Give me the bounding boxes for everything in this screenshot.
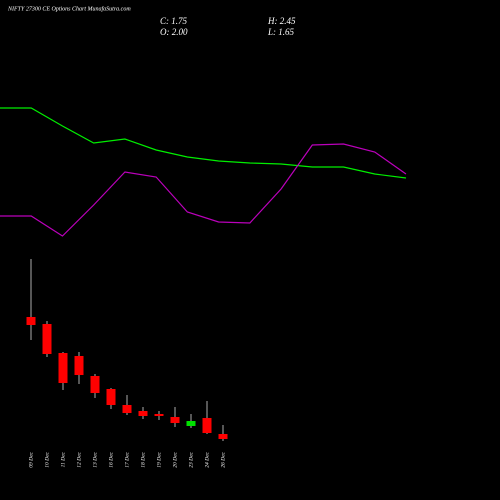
- x-tick-label: 23 Dec: [188, 451, 194, 467]
- candle-body: [106, 389, 116, 405]
- candle-body: [74, 356, 84, 375]
- candle-body: [90, 376, 100, 393]
- chart-title: NIFTY 27300 CE Options Chart MunafaSutra…: [7, 5, 131, 12]
- x-tick-label: 10 Dec: [44, 451, 50, 467]
- x-tick-label: 09 Dec: [28, 451, 34, 467]
- open-label: O: 2.00: [160, 27, 188, 37]
- candle-body: [218, 434, 228, 439]
- candle-body: [170, 417, 180, 423]
- candle-body: [186, 421, 196, 426]
- candle-body: [202, 418, 212, 433]
- x-tick-label: 17 Dec: [124, 451, 130, 467]
- x-tick-label: 12 Dec: [76, 451, 82, 467]
- candle-body: [26, 317, 36, 325]
- x-tick-label: 13 Dec: [92, 451, 98, 467]
- high-label: H: 2.45: [267, 16, 296, 26]
- candle-body: [138, 411, 148, 416]
- x-tick-label: 20 Dec: [172, 451, 178, 467]
- candle-body: [122, 405, 132, 413]
- line-series: [0, 107, 407, 179]
- close-label: C: 1.75: [160, 16, 188, 26]
- candle-body: [58, 353, 68, 383]
- x-tick-label: 26 Dec: [220, 451, 226, 467]
- x-tick-label: 24 Dec: [203, 451, 210, 467]
- x-tick-label: 16 Dec: [108, 451, 114, 467]
- candle-body: [42, 324, 52, 354]
- candle-body: [154, 414, 164, 416]
- low-label: L: 1.65: [267, 27, 295, 37]
- x-tick-label: 11 Dec: [60, 451, 66, 467]
- line-series: [0, 143, 407, 237]
- x-tick-label: 18 Dec: [140, 451, 146, 467]
- x-tick-label: 19 Dec: [156, 451, 162, 467]
